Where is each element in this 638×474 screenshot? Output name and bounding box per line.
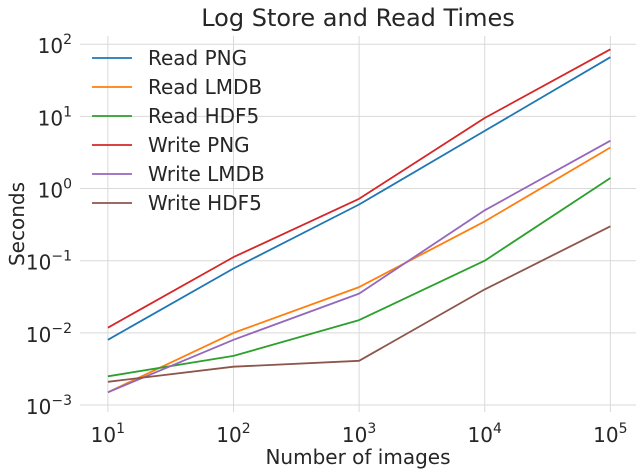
series-line-read-lmdb: [107, 146, 611, 394]
x-tick-label: 102: [216, 421, 250, 447]
x-tick-label-exponent: 3: [367, 421, 376, 437]
x-tick-label-base: 10: [468, 423, 493, 447]
y-tick-label-exponent: −2: [51, 321, 72, 337]
series-line-write-lmdb: [107, 139, 611, 394]
x-tick-label-base: 10: [342, 423, 367, 447]
y-tick-label-base: 10: [38, 106, 63, 130]
y-tick-label: 10−2: [26, 321, 72, 347]
y-tick-label-base: 10: [26, 251, 51, 275]
x-tick-label-exponent: 4: [493, 421, 502, 437]
y-tick-label-base: 10: [26, 323, 51, 347]
y-tick-label-exponent: 2: [63, 32, 72, 48]
series-line-write-hdf5: [107, 225, 611, 383]
plot-area: 101 102 103 104 10510−310−210−1100101102Read…: [26, 32, 636, 447]
y-tick-label-exponent: −1: [51, 249, 72, 265]
y-tick-label: 10−1: [26, 249, 72, 275]
chart-title: Log Store and Read Times: [201, 4, 515, 32]
x-tick-label-base: 10: [91, 423, 116, 447]
legend-label: Write LMDB: [148, 162, 265, 186]
series-line-write-png: [107, 48, 611, 329]
legend-label: Read HDF5: [148, 104, 259, 128]
x-tick-label-base: 10: [216, 423, 241, 447]
y-tick-label-base: 10: [26, 395, 51, 419]
legend: Read PNG Read LMDB Read HDF5 Write PNG Write…: [92, 46, 265, 215]
x-tick-label: 104: [468, 421, 502, 447]
y-tick-label: 102: [38, 32, 72, 58]
series-line-read-png: [107, 56, 611, 341]
x-tick-label-exponent: 2: [242, 421, 251, 437]
x-tick-label: 101: [91, 421, 125, 447]
y-tick-label-exponent: 0: [63, 177, 72, 193]
legend-label: Read LMDB: [148, 75, 262, 99]
x-tick-label-exponent: 1: [116, 421, 125, 437]
legend-label: Write HDF5: [148, 191, 262, 215]
x-tick-label: 105: [593, 421, 627, 447]
x-tick-label-exponent: 5: [619, 421, 628, 437]
y-tick-label: 100: [38, 177, 72, 203]
y-tick-label-exponent: −3: [51, 393, 72, 409]
legend-label: Write PNG: [148, 133, 250, 157]
y-tick-label: 101: [38, 104, 72, 130]
x-tick-label: 103: [342, 421, 376, 447]
y-tick-label-exponent: 1: [63, 104, 72, 120]
y-tick-label-base: 10: [38, 179, 63, 203]
legend-label: Read PNG: [148, 46, 247, 70]
y-tick-label: 10−3: [26, 393, 72, 419]
y-axis-label: Seconds: [5, 182, 29, 266]
y-tick-label-base: 10: [38, 34, 63, 58]
series-line-read-hdf5: [107, 177, 611, 378]
x-axis-label: Number of images: [265, 445, 450, 469]
x-tick-label-base: 10: [593, 423, 618, 447]
